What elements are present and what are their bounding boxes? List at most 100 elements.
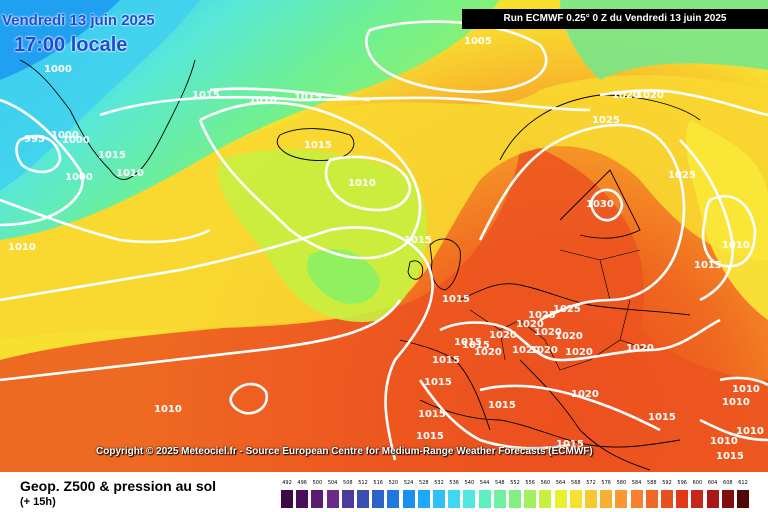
- isobar-label: 1015: [694, 260, 722, 271]
- colorbar-label: 528: [419, 480, 429, 486]
- colorbar-swatch: [615, 490, 628, 508]
- colorbar-label: 524: [403, 480, 414, 486]
- isobar-label: 1015: [454, 337, 482, 348]
- colorbar-label: 564: [555, 480, 566, 486]
- isobar-label: 995: [24, 134, 45, 145]
- isobar-label: 1020: [636, 90, 664, 101]
- colorbar-swatch: [539, 490, 552, 508]
- colorbar-label: 584: [631, 480, 642, 486]
- isobar-label: 1015: [304, 140, 332, 151]
- isobar-1010-atlantic: [324, 155, 412, 212]
- isobar-label: 1015: [556, 439, 584, 450]
- isobar-label: 1020: [612, 90, 640, 101]
- colorbar-label: 512: [358, 480, 368, 486]
- colorbar-swatch: [448, 490, 461, 508]
- isobar-label: 1020: [534, 327, 562, 338]
- isobar-label: 1020: [555, 331, 583, 342]
- colorbar-swatch: [493, 490, 506, 508]
- continent-coast: [399, 283, 691, 471]
- forecast-local-time: 17:00 locale: [14, 34, 128, 56]
- isobar-label: 1000: [62, 135, 90, 146]
- isobar-label: 1025: [592, 115, 620, 126]
- isobar-label: 1015: [192, 90, 220, 101]
- isobar-labels: 1005 1000 1010 995 1000 1000 1000 1015 1…: [8, 36, 764, 462]
- isobar-1020-azores-low: [229, 382, 269, 415]
- lead-time: (+ 15h): [20, 496, 56, 508]
- isobar-label: 1025: [553, 304, 581, 315]
- green-core: [306, 249, 380, 304]
- forecast-date: Vendredi 13 juin 2025: [2, 12, 155, 29]
- isobar-1020-atlantic: [0, 299, 402, 382]
- isobar-label: 1015: [488, 400, 516, 411]
- isobar-label: 1020: [626, 343, 654, 354]
- colorbar-legend: 492 496 500 504 508 512 516 520 524 528 532 536 540 5…: [281, 480, 753, 510]
- isobar-label: 1010: [348, 178, 376, 189]
- colorbar-label: 504: [327, 480, 338, 486]
- isobar-1020-ne: [599, 89, 768, 117]
- colorbar-swatch: [661, 490, 673, 508]
- colorbar-swatch: [691, 490, 704, 508]
- colorbar-label: 548: [495, 480, 505, 486]
- isobar-label: 1015: [424, 377, 452, 388]
- colorbar-label: 596: [677, 480, 687, 486]
- colorbar-swatch: [281, 490, 293, 508]
- colorbar-swatch: [706, 490, 719, 508]
- blue-core: [0, 0, 120, 80]
- colorbar-swatch: [296, 490, 309, 508]
- colorbar-label: 544: [479, 480, 490, 486]
- colorbar-label: 608: [723, 480, 733, 486]
- colorbar-swatch: [721, 490, 734, 508]
- isobar-label: 1015: [294, 92, 322, 103]
- isobar-label: 1020: [530, 345, 558, 356]
- colorbar-label: 568: [571, 480, 581, 486]
- colorbar-label: 572: [586, 480, 596, 486]
- isobar-label: 1010: [154, 404, 182, 415]
- footer-bar: Geop. Z500 & pression au sol (+ 15h) 492…: [0, 472, 768, 512]
- isobar-label: 1015: [404, 235, 432, 246]
- isobar-label: 1020: [489, 330, 517, 341]
- isobar-high-iceland: [198, 101, 422, 260]
- run-info-banner: Run ECMWF 0.25° 0 Z du Vendredi 13 juin …: [462, 9, 768, 29]
- colorbar-swatch: [630, 490, 643, 508]
- colorbar-label: 592: [662, 480, 672, 486]
- colorbar-label: 508: [343, 480, 353, 486]
- colorbar-label: 532: [434, 480, 444, 486]
- isobar-label: 1020: [474, 347, 502, 358]
- colorbar-swatch: [524, 490, 537, 508]
- colorbar-label: 540: [464, 480, 475, 486]
- scandinavia-coast: [499, 94, 701, 239]
- geopotential-map: 1005 1000 1010 995 1000 1000 1000 1015 1…: [0, 0, 768, 472]
- colorbar-swatch: [387, 490, 400, 508]
- isobar-label: 1015: [442, 294, 470, 305]
- isobar-label: 1015: [432, 355, 460, 366]
- colorbar-swatch: [509, 490, 521, 508]
- isobar-label: 1000: [51, 130, 79, 141]
- isobar-1000-west: [0, 98, 84, 227]
- colorbar-swatch: [402, 490, 415, 508]
- isobar-label: 1010: [116, 168, 144, 179]
- isobar-1020-europe: [439, 318, 721, 362]
- isobar-label: 1010: [710, 436, 738, 447]
- red-belt: [0, 140, 768, 472]
- isobar-1020-south: [479, 384, 661, 432]
- isobar-label: 1020: [565, 347, 593, 358]
- isobar-label: 1020: [516, 319, 544, 330]
- isobar-label: 1010: [736, 426, 764, 437]
- isobar-1015-mediterranean: [418, 379, 571, 450]
- colorbar-label: 556: [525, 480, 535, 486]
- country-borders: [469, 249, 651, 371]
- isobar-label: 1025: [668, 170, 696, 181]
- colorbar-label: 576: [601, 480, 611, 486]
- isobar-label: 1030: [586, 199, 614, 210]
- isobar-1010-west: [0, 198, 211, 244]
- isobar-1015-atlantic: [0, 226, 434, 461]
- colorbar-swatch: [554, 490, 567, 508]
- colorbar-swatch: [357, 490, 369, 508]
- colorbar-swatch: [600, 490, 613, 508]
- isobar-label: 1010: [722, 240, 750, 251]
- isobar-label: 1020: [512, 345, 540, 356]
- field-title: Geop. Z500 & pression au sol: [20, 478, 217, 494]
- isobar-label: 1000: [65, 172, 93, 183]
- colorbar-swatch: [417, 490, 430, 508]
- colorbar-swatch: [676, 490, 689, 508]
